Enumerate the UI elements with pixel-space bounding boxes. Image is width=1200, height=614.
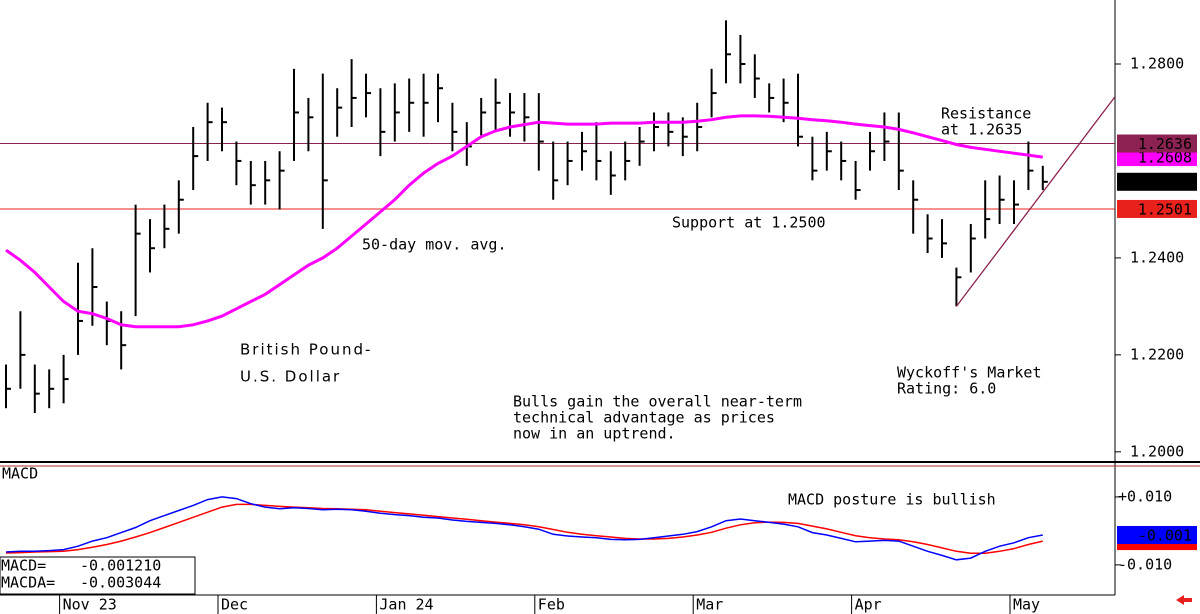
y-tick-label: +0.010 bbox=[1118, 487, 1172, 505]
readout-value: -0.001210 bbox=[80, 557, 161, 575]
resistance-label: Resistance bbox=[941, 105, 1031, 123]
x-tick-label: Nov 23 bbox=[63, 596, 117, 614]
x-tick-label: Feb bbox=[538, 596, 565, 614]
support-box bbox=[1117, 199, 1197, 218]
macd-line bbox=[5, 503, 1043, 555]
x-tick-label: Mar bbox=[696, 596, 723, 614]
x-tick-label: Apr bbox=[855, 596, 882, 614]
x-tick-label: Jan 24 bbox=[379, 596, 433, 614]
close-box-label: 1.2557 bbox=[1138, 173, 1192, 191]
resistance-label: at 1.2635 bbox=[941, 121, 1022, 139]
commentary: technical advantage as prices bbox=[513, 409, 775, 427]
panel-title: MACD bbox=[2, 465, 38, 483]
ma-value-box-label: 1.2608 bbox=[1138, 149, 1192, 167]
commentary: Bulls gain the overall near-term bbox=[513, 393, 802, 411]
x-tick-label: May bbox=[1013, 596, 1040, 614]
support-label: Support at 1.2500 bbox=[672, 214, 826, 232]
y-tick-label: 1.2200 bbox=[1130, 345, 1184, 363]
rating: Wyckoff's Market bbox=[897, 364, 1042, 382]
y-tick-label: 1.2000 bbox=[1130, 442, 1184, 460]
scroll-arrow[interactable] bbox=[1176, 595, 1192, 605]
commentary: now in an uptrend. bbox=[513, 425, 676, 443]
trendline bbox=[955, 96, 1116, 307]
close-box bbox=[1117, 172, 1197, 191]
readout-name: MACDA= bbox=[1, 574, 55, 592]
moving-average bbox=[5, 114, 1044, 329]
y-tick-label: -0.010 bbox=[1118, 555, 1172, 573]
series-label: 50-day mov. avg. bbox=[362, 236, 507, 254]
chart-title: British Pound- bbox=[240, 341, 372, 359]
ma-value-box bbox=[1117, 148, 1197, 167]
macd-annotation: MACD posture is bullish bbox=[788, 491, 996, 509]
chart-title: U.S. Dollar bbox=[240, 368, 341, 386]
y-tick-label: 1.2800 bbox=[1130, 54, 1184, 72]
readout-box bbox=[0, 556, 196, 595]
resistance-box bbox=[1117, 134, 1197, 153]
readout-name: MACD= bbox=[1, 557, 46, 575]
macd-value-box bbox=[1117, 525, 1197, 544]
readout-value: -0.003044 bbox=[80, 574, 161, 592]
y-tick-label: 1.2400 bbox=[1130, 248, 1184, 266]
macd-value-label: -0.001 bbox=[1138, 526, 1192, 544]
macd-line bbox=[5, 496, 1043, 561]
x-tick-label: Dec bbox=[221, 596, 248, 614]
support-box-label: 1.2501 bbox=[1138, 200, 1192, 218]
resistance-box-label: 1.2636 bbox=[1138, 135, 1192, 153]
rating: Rating: 6.0 bbox=[897, 380, 996, 398]
